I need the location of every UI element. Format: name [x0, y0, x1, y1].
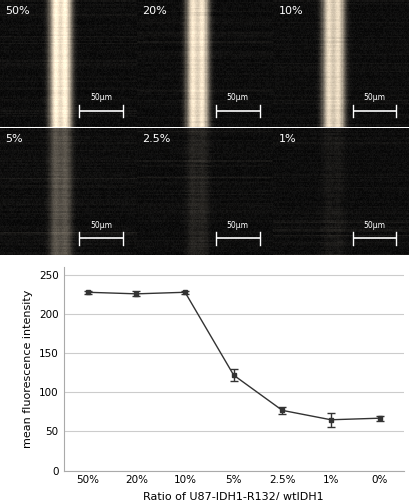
Text: 50μm: 50μm	[226, 220, 248, 230]
Text: 20%: 20%	[142, 6, 166, 16]
X-axis label: Ratio of U87-IDH1-R132/ wtIDH1: Ratio of U87-IDH1-R132/ wtIDH1	[143, 492, 323, 500]
Text: 1%: 1%	[278, 134, 296, 144]
Text: 50μm: 50μm	[90, 93, 112, 102]
Text: 50%: 50%	[5, 6, 30, 16]
Text: 50μm: 50μm	[363, 220, 384, 230]
Text: 5%: 5%	[5, 134, 23, 144]
Text: 50μm: 50μm	[363, 93, 384, 102]
Y-axis label: mean fluorescence intensity: mean fluorescence intensity	[23, 290, 33, 448]
Text: 10%: 10%	[278, 6, 303, 16]
Text: 50μm: 50μm	[226, 93, 248, 102]
Text: 50μm: 50μm	[90, 220, 112, 230]
Text: 2.5%: 2.5%	[142, 134, 170, 144]
